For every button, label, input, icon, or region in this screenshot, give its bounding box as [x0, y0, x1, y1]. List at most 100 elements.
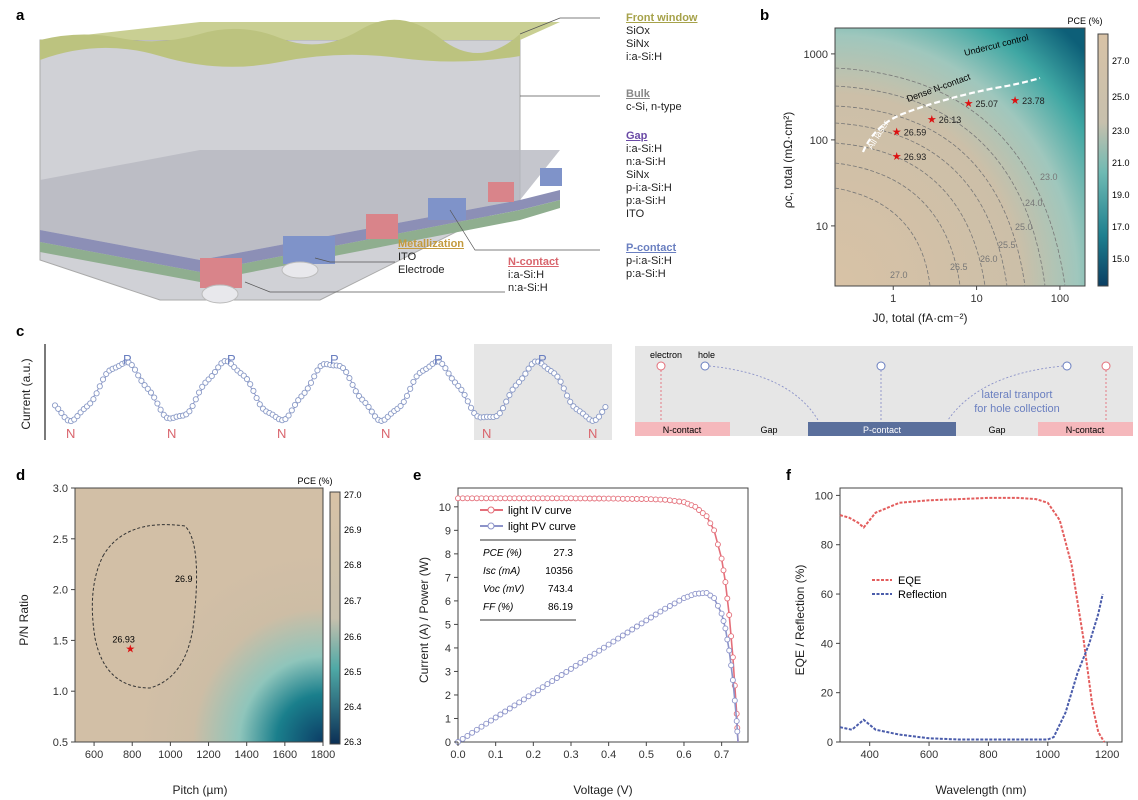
svg-text:25.0: 25.0: [1112, 92, 1130, 102]
profile-point: [291, 401, 299, 408]
contour-labels: 27.0 26.5 26.0 25.5 25.0 24.0 23.0: [890, 172, 1058, 280]
svg-text:26.8: 26.8: [344, 560, 362, 570]
pv-point: [553, 675, 560, 681]
y-tick-label: 100: [815, 490, 833, 502]
panel-f-xlabel: Wavelength (nm): [936, 783, 1027, 797]
pv-point: [492, 714, 499, 721]
profile-point: [55, 405, 62, 412]
pv-point: [516, 699, 523, 706]
y-tick-label: 40: [821, 638, 833, 650]
profile-point: [304, 385, 311, 392]
pv-point: [525, 693, 532, 700]
hole-marker: [700, 361, 710, 371]
panel-d-ylabel: P/N Ratio: [17, 594, 31, 646]
y-tick-label: 8: [445, 549, 451, 561]
pv-point: [539, 684, 546, 691]
pv-point: [714, 602, 721, 609]
x-tick-label: 800: [979, 749, 997, 761]
iv-point: [724, 595, 731, 602]
profile-point: [157, 406, 164, 413]
iv-point: [711, 527, 718, 534]
svg-text:10356: 10356: [545, 566, 573, 577]
panel-b-colorbar-title: PCE (%): [1067, 16, 1102, 26]
y-tick-label: 0: [445, 737, 451, 749]
optimization-path: [861, 76, 1041, 153]
front-window-texture: [40, 19, 520, 67]
profile-point: [311, 373, 318, 380]
svg-text:26.9: 26.9: [344, 525, 362, 535]
svg-text:light PV curve: light PV curve: [508, 521, 576, 533]
svg-text:PCE (%): PCE (%): [483, 548, 522, 559]
x-tick-label: 10: [970, 293, 982, 305]
x-tick-label: 1200: [1095, 749, 1119, 761]
p-contact-annotation: P-contact p-i:a-Si:H p:a-Si:H: [626, 242, 677, 280]
pv-point: [488, 717, 494, 724]
iv-point: [610, 495, 617, 502]
profile-point: [253, 394, 260, 402]
pv-point: [502, 708, 509, 715]
profile-point: [595, 413, 603, 420]
profile-point: [602, 403, 609, 411]
y-tick-label: 100: [810, 135, 828, 147]
pv-point: [638, 620, 645, 627]
star-point: ★: [892, 127, 902, 139]
y-tick-label: 0.5: [53, 737, 68, 749]
pv-point: [624, 629, 631, 636]
pv-point: [662, 605, 669, 612]
x-tick-label: 0.4: [601, 749, 616, 761]
pv-point: [544, 681, 551, 688]
profile-point: [256, 401, 263, 408]
pce-points: ★26.93: [112, 635, 135, 656]
iv-point: [728, 633, 735, 640]
x-tick-label: 1000: [158, 749, 182, 761]
iv-point: [726, 612, 733, 618]
svg-text:Gap: Gap: [988, 425, 1005, 435]
profile-point: [407, 385, 414, 392]
iv-point: [671, 497, 678, 504]
panel-a: a: [16, 7, 600, 304]
iv-point: [582, 495, 589, 502]
profile-point: [599, 408, 606, 415]
pv-point: [676, 597, 683, 604]
svg-text:Voc (mV): Voc (mV): [483, 584, 524, 595]
svg-text:86.19: 86.19: [548, 602, 573, 613]
profile-point: [349, 381, 356, 388]
panel-d-colorbar-title: PCE (%): [297, 476, 332, 486]
svg-text:25.0: 25.0: [1015, 222, 1033, 232]
pv-point: [572, 662, 579, 669]
pv-point: [711, 595, 718, 602]
pv-point: [563, 668, 570, 675]
profile-point: [509, 386, 516, 393]
pce-map: [74, 487, 324, 743]
profile-point: [189, 402, 196, 410]
panel-e-ylabel: Current (A) / Power (W): [417, 557, 431, 683]
profile-point: [563, 392, 571, 399]
pv-point: [568, 665, 574, 672]
contour-26-9: [91, 524, 198, 689]
iv-point: [729, 654, 736, 661]
profile-point: [362, 399, 369, 406]
y-tick-label: 1.0: [53, 686, 68, 698]
pv-point: [605, 641, 612, 648]
panel-e-xlabel: Voltage (V): [573, 783, 632, 797]
pv-point: [582, 656, 589, 663]
profile-point: [567, 398, 574, 405]
pv-point: [724, 636, 731, 643]
svg-text:EQE: EQE: [898, 575, 921, 587]
panel-e: e 0.0 0.1 0.2 0.3 0.4 0.5 0.6 0.7 0 1 2 3 4 5 6 7 8 9 10 l…: [413, 467, 749, 797]
pv-point: [722, 625, 729, 632]
svg-text:Gap: Gap: [760, 425, 777, 435]
iv-point: [563, 495, 570, 502]
iv-point: [530, 495, 537, 502]
x-tick-label: 0.2: [526, 749, 541, 761]
svg-text:P: P: [227, 352, 236, 367]
profile-point: [461, 391, 468, 398]
svg-text:P: P: [434, 352, 443, 367]
iv-point: [544, 495, 551, 502]
profile-point: [243, 376, 251, 383]
svg-text:24.0: 24.0: [1025, 198, 1043, 208]
x-tick-label: 0.5: [639, 749, 654, 761]
pv-point: [586, 653, 593, 660]
panel-f-frame: [839, 487, 1123, 743]
profile-point: [365, 403, 372, 410]
